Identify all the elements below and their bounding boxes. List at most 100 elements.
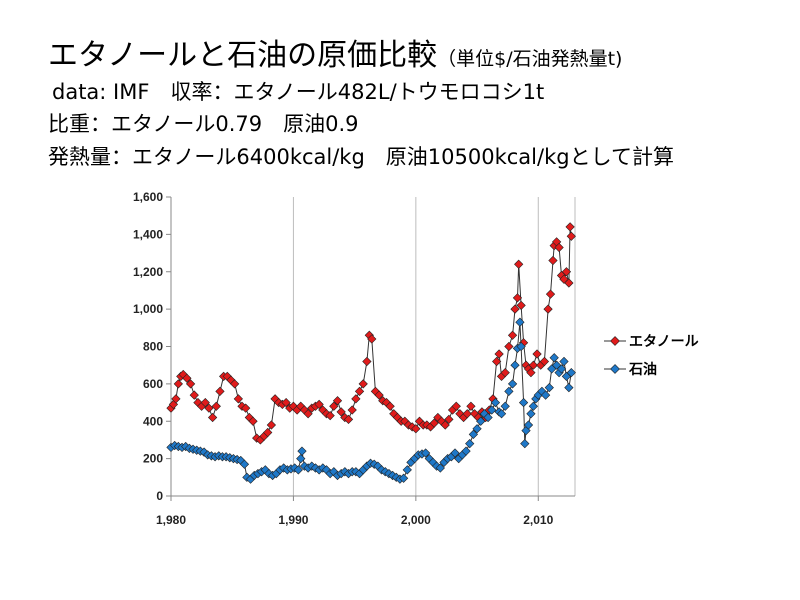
data-point	[507, 379, 518, 389]
data-source-line: data: IMF 収率：エタノール482L/トウモロコシ1t	[52, 80, 545, 104]
chart-series	[166, 222, 576, 484]
data-point	[559, 274, 569, 284]
data-point	[520, 439, 530, 449]
data-point	[358, 379, 368, 389]
data-point	[351, 394, 361, 404]
data-point	[185, 379, 196, 389]
legend-marker	[610, 364, 620, 374]
data-point	[398, 473, 409, 483]
data-point	[325, 411, 335, 421]
gravity-line: 比重：エタノール0.79 原油0.9	[48, 112, 359, 136]
data-point	[207, 412, 218, 423]
data-point	[483, 412, 493, 423]
data-point	[354, 386, 365, 396]
data-point	[549, 353, 559, 363]
data-point	[182, 373, 192, 383]
data-point	[343, 414, 354, 425]
data-point	[314, 399, 324, 410]
data-point	[233, 394, 243, 404]
data-point	[564, 382, 574, 393]
series-ethanol	[166, 222, 576, 445]
data-point	[526, 368, 536, 378]
data-point	[173, 379, 183, 389]
data-point	[514, 259, 524, 269]
data-point	[559, 356, 569, 367]
data-point	[523, 420, 534, 430]
y-tick-label: 0	[156, 489, 163, 503]
data-point	[411, 424, 421, 434]
x-axis-ticks: 1,980 1,990 2,000 2,010	[156, 496, 554, 527]
data-point	[281, 397, 291, 408]
data-point	[204, 403, 214, 413]
data-point	[504, 341, 514, 352]
data-point	[293, 465, 303, 475]
data-point	[266, 420, 277, 430]
data-point	[296, 454, 306, 464]
data-point	[544, 382, 554, 393]
data-point	[199, 447, 209, 457]
data-point	[554, 242, 564, 253]
data-point	[516, 341, 526, 352]
data-point	[490, 397, 501, 408]
data-point	[215, 386, 225, 396]
data-point	[248, 416, 258, 426]
data-point	[462, 409, 472, 419]
data-point	[200, 397, 210, 408]
data-point	[239, 459, 250, 469]
data-point	[510, 304, 520, 314]
data-point	[566, 231, 576, 241]
data-point	[518, 397, 529, 408]
data-point	[374, 390, 384, 400]
data-point	[507, 330, 518, 340]
y-tick-label: 600	[143, 377, 163, 391]
legend-label: エタノール	[629, 334, 699, 350]
data-point	[528, 360, 539, 370]
chart-gridlines	[292, 197, 576, 496]
data-point	[421, 448, 431, 458]
data-point	[476, 416, 486, 426]
data-point	[556, 364, 567, 374]
y-tick-label: 800	[143, 340, 163, 354]
data-point	[566, 368, 576, 378]
x-tick-label: 1,990	[278, 513, 308, 527]
data-point	[303, 409, 313, 419]
data-point	[440, 420, 450, 430]
data-point	[263, 427, 273, 438]
data-point	[487, 405, 497, 415]
data-point	[461, 446, 471, 456]
data-point	[561, 267, 572, 277]
legend-label: 石油	[628, 361, 657, 378]
data-point	[540, 390, 551, 400]
data-point	[297, 446, 307, 456]
data-point	[515, 317, 525, 327]
x-tick-label: 2,000	[401, 513, 431, 527]
title-main: エタノールと石油の原価比較	[48, 38, 438, 73]
data-point	[171, 394, 181, 404]
data-point	[367, 334, 377, 344]
series-oil	[166, 317, 576, 484]
data-point	[516, 300, 526, 311]
data-point	[510, 360, 520, 370]
data-point	[500, 368, 510, 378]
data-point	[329, 401, 339, 411]
data-point	[528, 401, 539, 411]
data-point	[450, 448, 460, 458]
data-point	[539, 356, 550, 367]
data-point	[230, 379, 240, 389]
page-title: エタノールと石油の原価比較（単位$/石油発熱量t)	[48, 30, 622, 74]
data-point	[451, 401, 461, 411]
data-point	[468, 429, 479, 439]
y-tick-label: 400	[143, 414, 163, 428]
data-point	[211, 401, 221, 411]
heat-value-line: 発熱量：エタノール6400kcal/kg 原油10500kcal/kgとして計算	[48, 145, 674, 169]
data-point	[362, 356, 372, 367]
data-point	[435, 463, 445, 473]
data-point	[526, 409, 536, 419]
y-tick-label: 1,600	[133, 190, 163, 204]
data-point	[548, 255, 558, 266]
data-point	[466, 401, 476, 411]
y-tick-label: 1,000	[133, 302, 163, 316]
data-point	[543, 304, 553, 314]
data-point	[385, 401, 395, 411]
